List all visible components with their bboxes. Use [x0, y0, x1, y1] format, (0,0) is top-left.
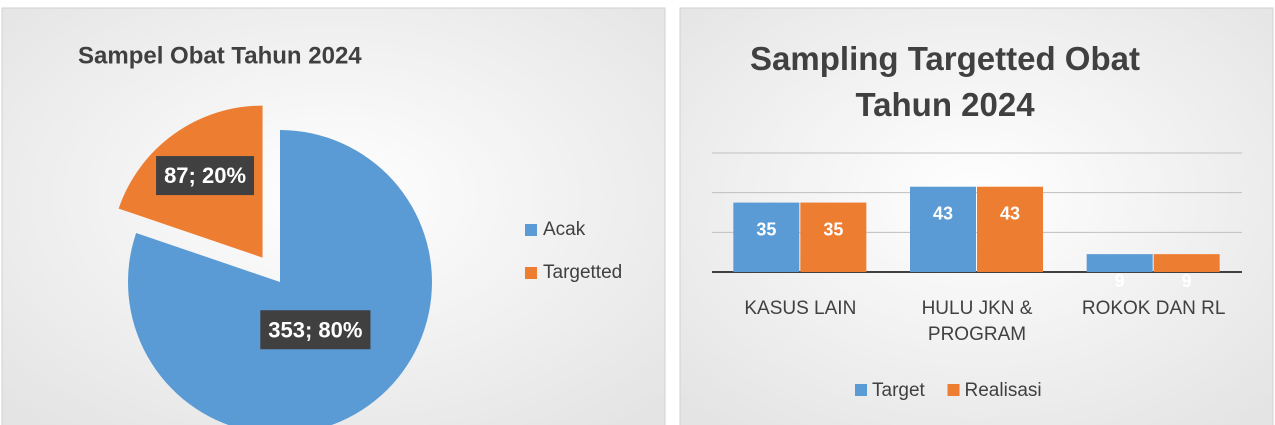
- bar-title: Sampling Targetted Obat Tahun 2024: [750, 40, 1140, 123]
- bar: [977, 186, 1043, 272]
- data-label: 353; 80%: [268, 317, 362, 342]
- pie-slice: [128, 130, 432, 425]
- legend-label: Targetted: [543, 262, 622, 283]
- data-label: 43: [933, 203, 953, 223]
- data-label: 9: [1182, 271, 1192, 291]
- x-tick-label: HULU JKN & PROGRAM: [921, 298, 1033, 345]
- data-label: 87; 20%: [164, 163, 246, 188]
- data-label: 35: [756, 219, 776, 239]
- data-label-box: [260, 310, 371, 350]
- bar: [1153, 254, 1220, 272]
- legend-swatch: [855, 384, 867, 396]
- x-tick-label: KASUS LAIN: [744, 298, 857, 319]
- data-label: 43: [1000, 203, 1020, 223]
- data-label: 9: [1115, 271, 1125, 291]
- data-label-box: [156, 156, 255, 196]
- data-label: 35: [823, 219, 843, 239]
- x-tick-label: ROKOK DAN RL: [1081, 298, 1226, 319]
- legend-swatch: [947, 384, 960, 396]
- legend-label: Target: [872, 380, 926, 401]
- legend-label: Acak: [543, 219, 586, 240]
- legend-label: Realisasi: [965, 380, 1042, 401]
- bar: [910, 186, 976, 272]
- bar: [733, 202, 800, 272]
- bar: [800, 202, 867, 272]
- legend-swatch: [525, 224, 537, 236]
- legend-swatch: [525, 267, 537, 279]
- pie-title: Sampel Obat Tahun 2024: [78, 42, 362, 69]
- bar: [1086, 254, 1153, 272]
